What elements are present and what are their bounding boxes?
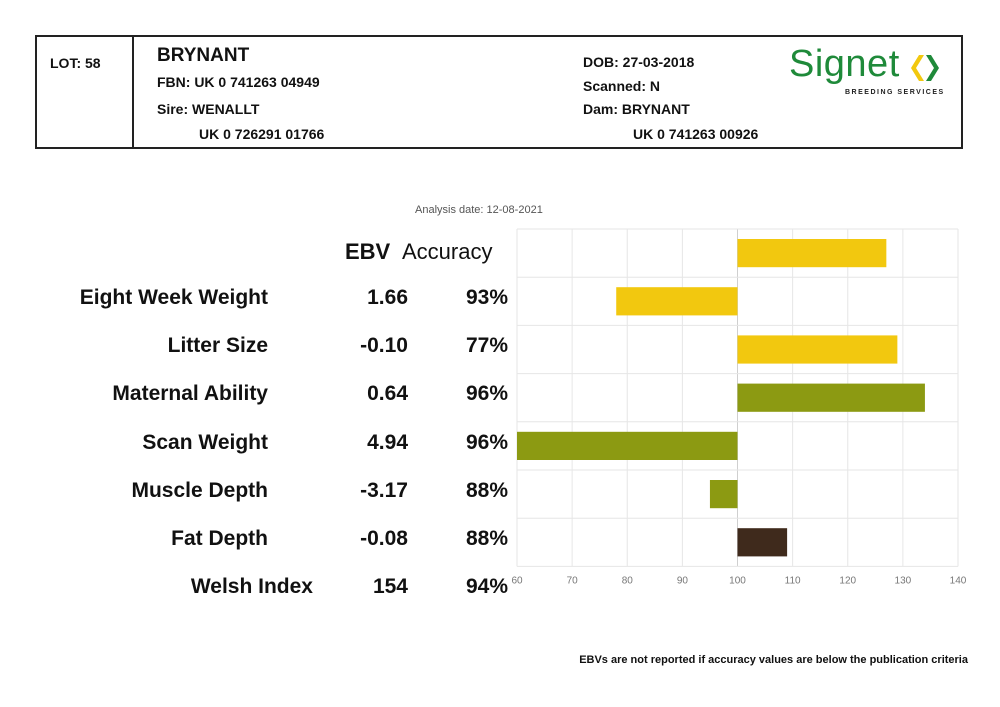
scanned-status: Scanned: N (583, 78, 661, 94)
trait-label: Litter Size (167, 334, 268, 358)
bar-welsh-index (737, 528, 788, 557)
dam-id: UK 0 741263 00926 (633, 126, 759, 142)
ebv-value: 0.64 (367, 382, 408, 406)
ebv-value: 1.66 (367, 286, 408, 309)
x-tick-label: 70 (567, 575, 579, 586)
footnote: EBVs are not reported if accuracy values… (579, 654, 968, 666)
ebv-column-header: EBV (345, 239, 391, 264)
x-tick-label: 140 (950, 575, 967, 586)
bar-eight-week-weight (737, 239, 887, 268)
fbn-number: FBN: UK 0 741263 04949 (157, 74, 320, 90)
logo-wordmark: Signet (789, 43, 900, 85)
ebv-value: -0.10 (360, 334, 408, 358)
x-tick-label: 80 (622, 575, 634, 586)
x-tick-label: 130 (895, 575, 912, 586)
sire-name: Sire: WENALLT (157, 101, 260, 117)
bar-maternal-ability (737, 335, 898, 364)
bar-muscle-depth (517, 431, 738, 460)
x-tick-label: 120 (839, 575, 856, 586)
lot-cell: LOT: 58 (37, 37, 134, 147)
accuracy-value: 96% (465, 382, 508, 406)
signet-logo: Signet BREEDING SERVICES (789, 43, 949, 101)
ebv-value: -0.08 (360, 527, 408, 550)
ebv-value: -3.17 (360, 478, 408, 502)
accuracy-column-header: Accuracy (402, 239, 493, 264)
ebv-bar-chart: 60 70 80 90 100 110 120 130 140 (511, 228, 967, 586)
accuracy-value: 88% (465, 478, 508, 502)
trait-label: Eight Week Weight (79, 286, 268, 309)
logo-chevrons-icon (911, 55, 939, 81)
bar-fat-depth (709, 480, 738, 509)
bar-scan-weight (737, 383, 925, 412)
analysis-date: Analysis date: 12-08-2021 (415, 204, 543, 216)
x-tick-label: 60 (511, 575, 523, 586)
animal-name: BRYNANT (157, 45, 250, 66)
ebv-value: 4.94 (367, 430, 408, 454)
animal-info-box: LOT: 58 BRYNANT FBN: UK 0 741263 04949 S… (35, 35, 963, 149)
x-tick-label: 110 (785, 575, 801, 586)
sire-id: UK 0 726291 01766 (199, 126, 325, 142)
bar-litter-size (616, 287, 738, 316)
trait-label: Fat Depth (171, 527, 268, 550)
accuracy-value: 96% (465, 430, 508, 454)
trait-label: Scan Weight (142, 430, 268, 454)
accuracy-value: 93% (465, 286, 508, 309)
accuracy-value: 77% (465, 334, 508, 358)
lot-number: LOT: 58 (50, 55, 101, 71)
date-of-birth: DOB: 27-03-2018 (583, 54, 695, 70)
trait-label: Welsh Index (190, 575, 313, 599)
logo-subtext: BREEDING SERVICES (845, 89, 945, 96)
trait-label: Muscle Depth (131, 478, 268, 502)
x-tick-label: 90 (677, 575, 689, 586)
dam-name: Dam: BRYNANT (583, 101, 690, 117)
x-tick-label: 100 (729, 575, 746, 586)
ebv-value: 154 (372, 575, 408, 599)
trait-label: Maternal Ability (112, 382, 268, 406)
accuracy-value: 94% (465, 575, 508, 599)
accuracy-value: 88% (465, 527, 508, 550)
